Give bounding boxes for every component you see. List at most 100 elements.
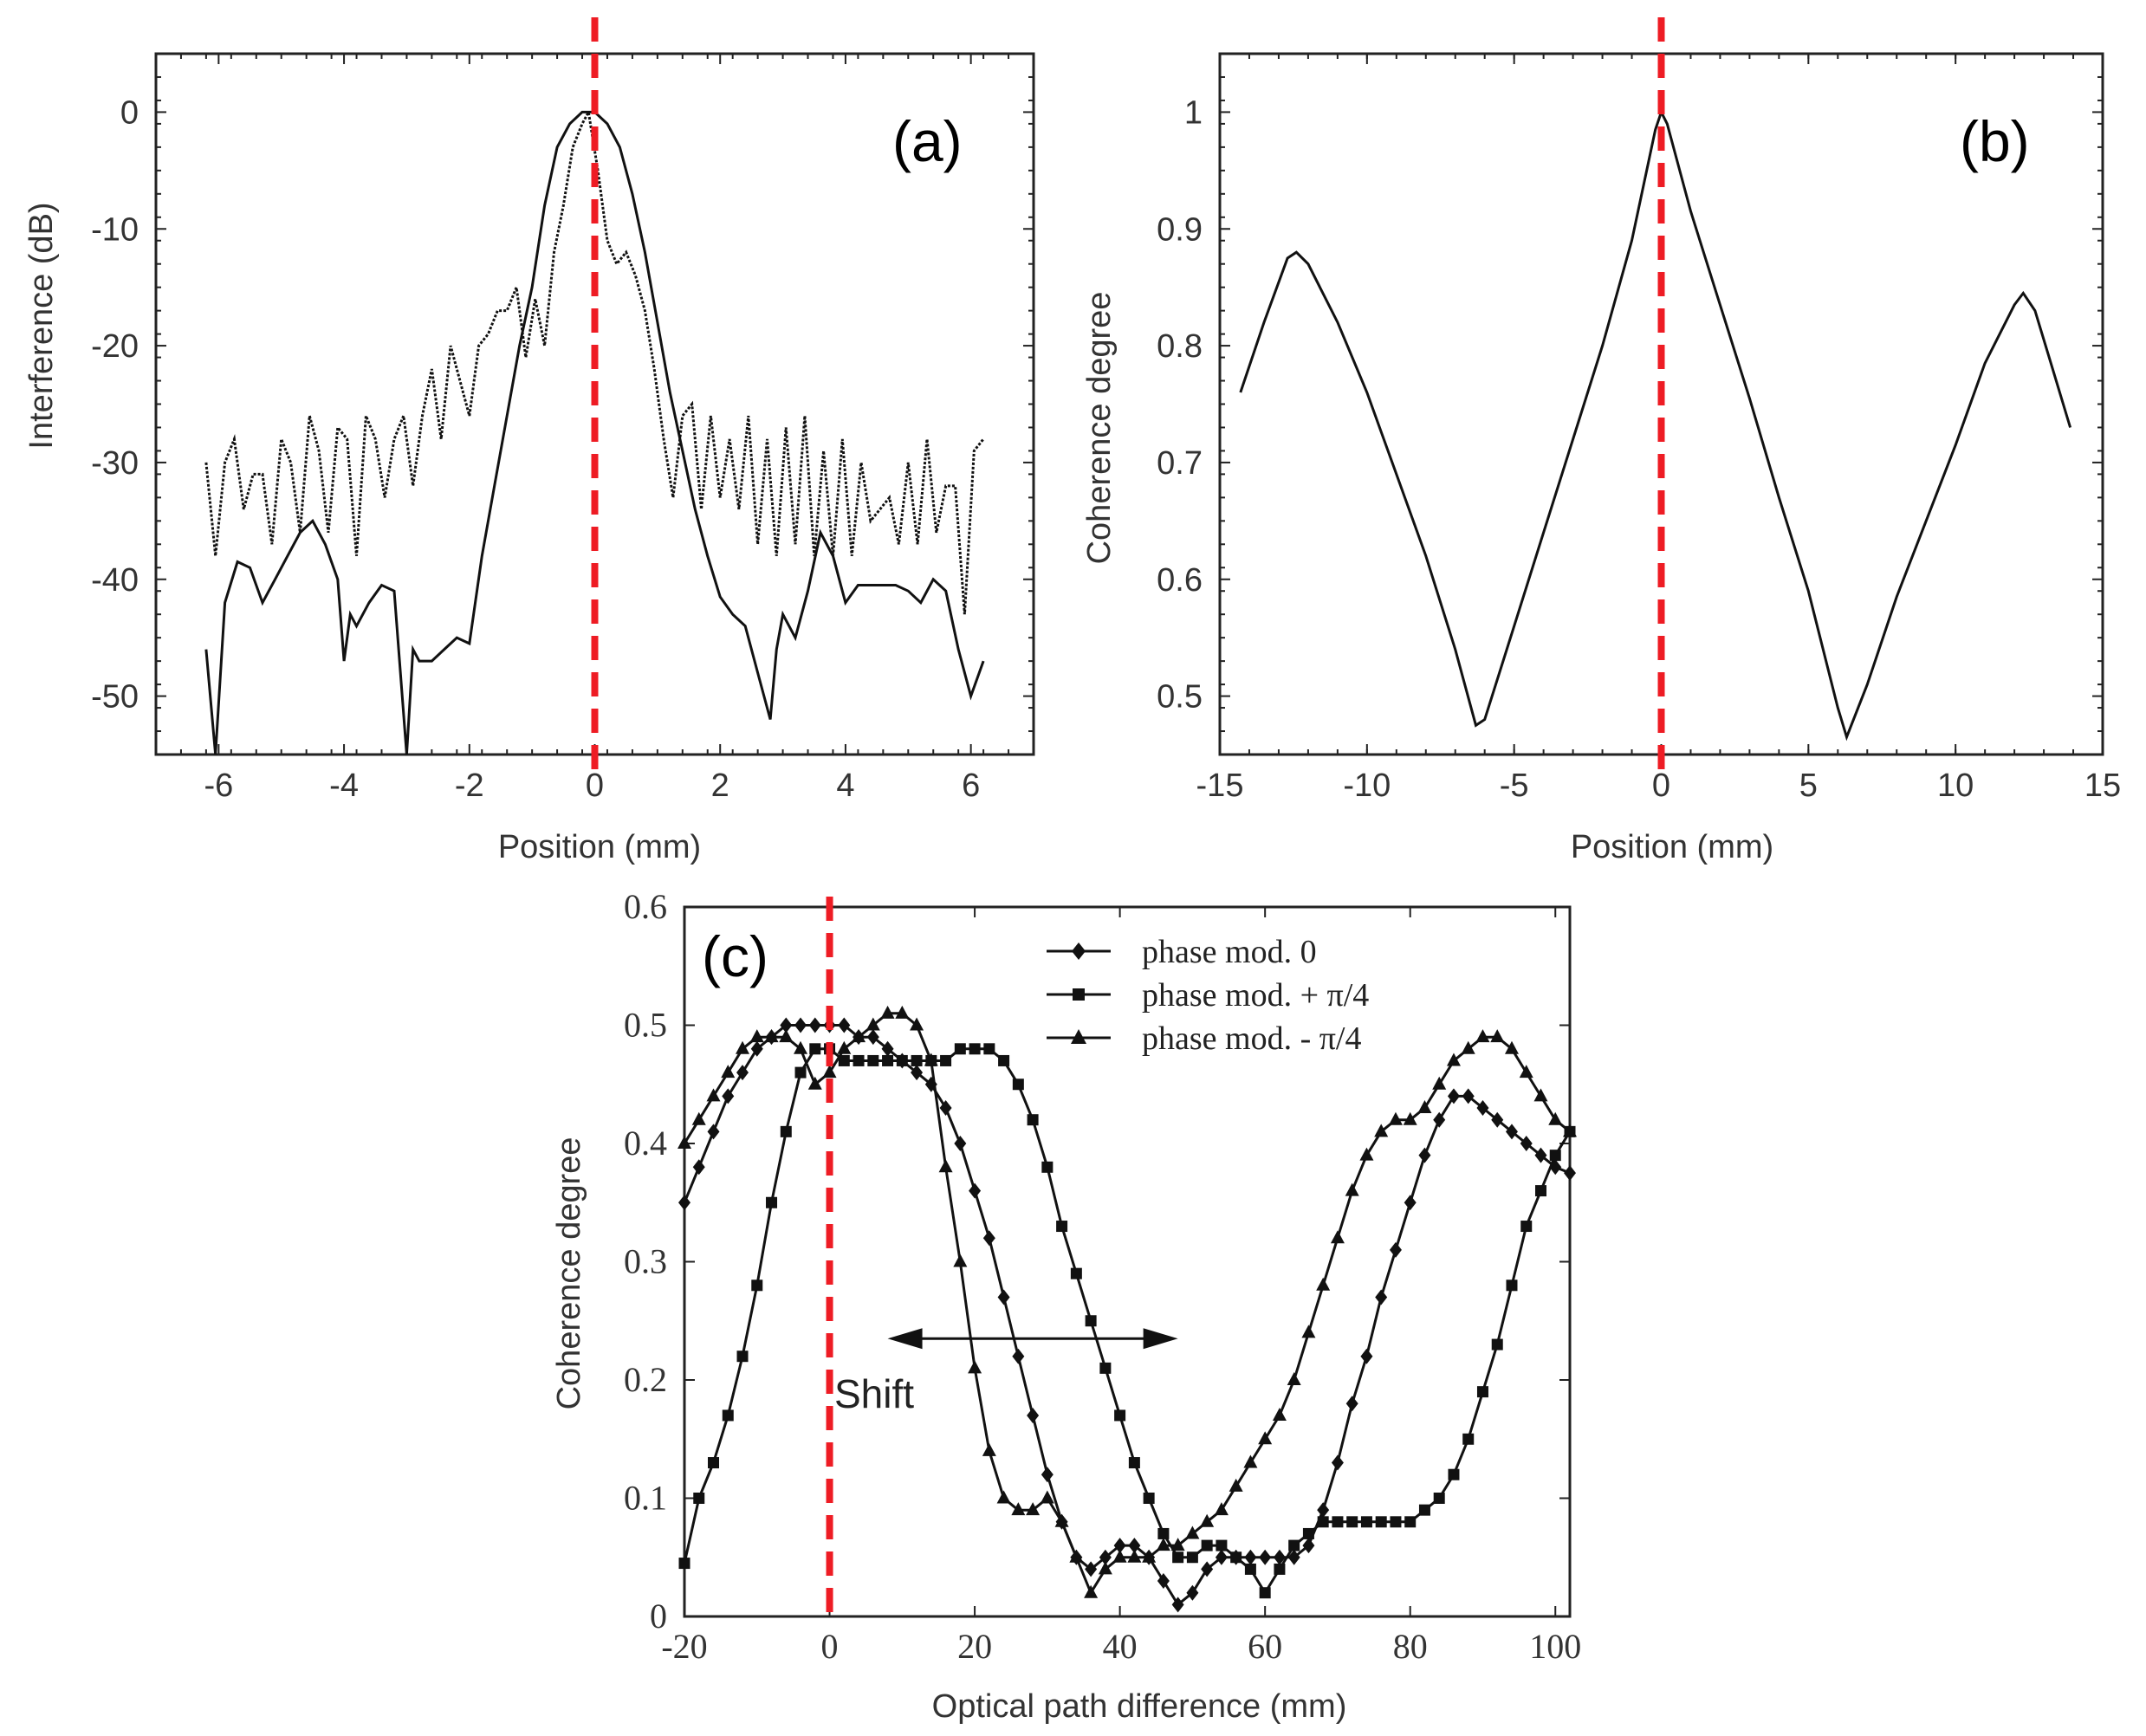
chart-c-point-square <box>809 1043 821 1055</box>
chart-c-point-diamond <box>1345 1396 1358 1412</box>
chart-c-point-triangle <box>880 1005 895 1019</box>
chart-c-point-triangle <box>1519 1065 1533 1079</box>
chart-c-point-square <box>882 1054 894 1066</box>
chart-c-point-square <box>1230 1551 1242 1564</box>
chart-c-y-tick-label: 0 <box>650 1597 667 1636</box>
chart-c-point-triangle <box>924 1053 938 1066</box>
chart-c-point-diamond <box>1360 1348 1373 1364</box>
chart-c-y-tick-label: 0.1 <box>624 1479 667 1518</box>
chart-b-x-tick-label: -15 <box>1196 768 1244 804</box>
chart-c-point-triangle <box>1504 1040 1519 1054</box>
chart-a-x-tick-label: 2 <box>711 768 729 804</box>
chart-c-point-triangle <box>822 1065 837 1079</box>
chart-c-point-diamond <box>794 1017 807 1033</box>
chart-c-point-triangle <box>1490 1029 1505 1043</box>
chart-c-legend-marker-diamond <box>1072 942 1086 960</box>
chart-c-point-square <box>1216 1539 1228 1551</box>
chart-c-point-diamond <box>736 1065 749 1081</box>
chart-c-y-tick-label: 0.6 <box>624 887 667 926</box>
chart-c-x-tick-label: 100 <box>1529 1627 1581 1666</box>
chart-c-point-square <box>940 1054 952 1066</box>
chart-c-point-square <box>708 1457 720 1469</box>
chart-c-point-diamond <box>1099 1549 1112 1565</box>
chart-c-point-triangle <box>1446 1053 1461 1066</box>
chart-c-point-triangle <box>1301 1325 1316 1338</box>
chart-c-point-triangle <box>1185 1525 1200 1539</box>
chart-a-x-tick-label: 4 <box>836 768 854 804</box>
chart-b-x-tick-label: -10 <box>1343 768 1391 804</box>
chart-c-point-diamond <box>1012 1348 1025 1364</box>
chart-c-point-triangle <box>1170 1538 1185 1551</box>
chart-c-point-triangle <box>910 1017 924 1031</box>
chart-b-xlabel: Position (mm) <box>1571 829 1773 865</box>
chart-c-point-diamond <box>954 1136 967 1151</box>
chart-c-point-triangle <box>1054 1513 1069 1527</box>
chart-c-point-diamond <box>1085 1561 1098 1577</box>
chart-c-point-square <box>983 1043 995 1055</box>
chart-c-point-square <box>1041 1161 1054 1173</box>
chart-c-point-diamond <box>911 1065 924 1081</box>
chart-c-point-square <box>853 1054 865 1066</box>
chart-a-y-tick-label: -50 <box>91 679 139 716</box>
chart-c-legend-label: phase mod. 0 <box>1142 934 1317 970</box>
chart-a-x-tick-label: -4 <box>329 768 359 804</box>
chart-c-point-triangle <box>1374 1124 1389 1137</box>
chart-c-point-square <box>766 1196 778 1208</box>
chart-b-ylabel: Coherence degree <box>1081 292 1118 565</box>
chart-c: Coherence degree Optical path difference… <box>551 887 1581 1725</box>
chart-c-point-diamond <box>1505 1124 1518 1140</box>
chart-c-point-triangle <box>736 1040 750 1054</box>
chart-c-point-square <box>1433 1493 1445 1504</box>
chart-b-x-tick-label: 10 <box>1937 768 1974 804</box>
chart-c-xlabel: Optical path difference (mm) <box>932 1688 1347 1725</box>
chart-c-point-square <box>1476 1386 1488 1398</box>
chart-c-point-square <box>1143 1493 1155 1504</box>
chart-c-point-triangle <box>837 1040 852 1054</box>
chart-c-point-square <box>678 1558 690 1570</box>
chart-c-point-diamond <box>1447 1088 1460 1104</box>
chart-c-point-diamond <box>1331 1454 1344 1471</box>
chart-c-point-triangle <box>1432 1076 1447 1090</box>
chart-c-point-triangle <box>1461 1040 1475 1054</box>
chart-c-point-diamond <box>1389 1241 1402 1258</box>
chart-c-point-triangle <box>1026 1502 1041 1516</box>
chart-b-y-tick-label: 0.5 <box>1157 679 1203 716</box>
chart-c-point-triangle <box>1156 1538 1170 1551</box>
chart-c-point-triangle <box>866 1017 880 1031</box>
chart-c-point-triangle <box>1084 1584 1099 1598</box>
chart-c-point-diamond <box>1157 1573 1170 1590</box>
chart-c-x-tick-label: 60 <box>1248 1627 1282 1666</box>
chart-c-point-triangle <box>1243 1454 1258 1468</box>
chart-c-point-square <box>1157 1527 1170 1539</box>
chart-c-x-tick-label: 20 <box>957 1627 992 1666</box>
chart-c-point-triangle <box>1214 1502 1229 1516</box>
chart-c-point-diamond <box>1244 1549 1257 1565</box>
chart-c-x-tick-label: -20 <box>661 1627 707 1666</box>
chart-c-point-diamond <box>1201 1561 1214 1577</box>
chart-c-point-square <box>794 1066 807 1079</box>
chart-c-point-square <box>1317 1516 1329 1528</box>
chart-a-series-solid <box>204 110 985 755</box>
chart-c-x-tick-label: 40 <box>1103 1627 1138 1666</box>
chart-c-point-diamond <box>1273 1549 1286 1565</box>
chart-c-point-diamond <box>722 1088 735 1104</box>
chart-c-point-triangle <box>895 1005 910 1019</box>
chart-c-point-diamond <box>1317 1502 1330 1519</box>
chart-c-point-square <box>911 1054 923 1066</box>
chart-c-point-triangle <box>852 1029 866 1043</box>
chart-c-point-triangle <box>1403 1111 1417 1125</box>
chart-c-point-diamond <box>678 1195 690 1211</box>
chart-c-point-diamond <box>1564 1165 1576 1182</box>
chart-b-x-tick-label: 0 <box>1652 768 1670 804</box>
chart-c-point-square <box>751 1279 763 1292</box>
chart-c-point-square <box>1491 1338 1503 1351</box>
chart-c-shift-arrowhead-left <box>887 1328 923 1350</box>
chart-c-point-square <box>1114 1409 1126 1422</box>
chart-c-point-triangle <box>938 1159 953 1173</box>
chart-c-point-triangle <box>1287 1372 1301 1385</box>
chart-c-point-diamond <box>1375 1289 1388 1305</box>
chart-c-point-triangle <box>1098 1561 1112 1575</box>
chart-c-point-diamond <box>1041 1467 1054 1483</box>
chart-c-legend-marker-triangle <box>1071 1029 1086 1044</box>
chart-c-point-triangle <box>1359 1147 1374 1161</box>
